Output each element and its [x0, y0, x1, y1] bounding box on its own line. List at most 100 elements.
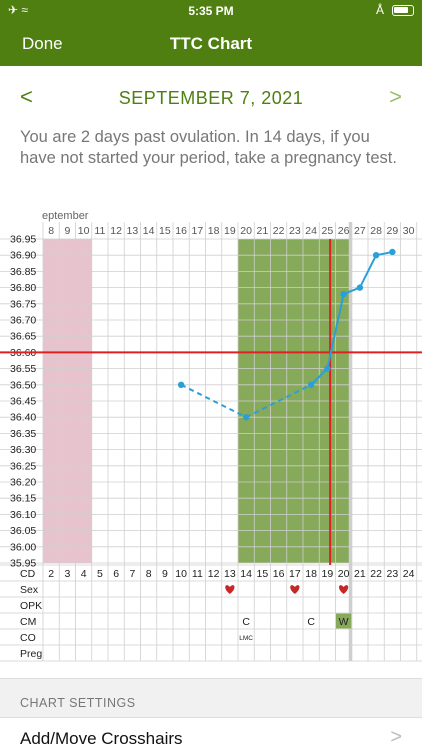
temperature-point [372, 252, 380, 259]
date-label: 29 [387, 225, 399, 237]
temperature-line-dashed [245, 383, 312, 419]
date-label: 23 [289, 225, 301, 237]
date-label: 12 [110, 225, 122, 237]
temperature-tick-label: 36.05 [10, 525, 36, 537]
date-label: 17 [192, 225, 204, 237]
navigation-bar: Done TTC Chart [0, 22, 422, 66]
temperature-point [356, 284, 364, 291]
cycle-day-label: 18 [305, 568, 317, 580]
temperature-tick-label: 36.85 [10, 266, 36, 278]
date-label: 24 [305, 225, 317, 237]
temperature-tick-label: 36.15 [10, 493, 36, 505]
cm-highlight [336, 613, 352, 629]
heart-icon [225, 585, 235, 594]
date-label: 14 [143, 225, 155, 237]
temperature-point [242, 414, 250, 421]
row-label-preg: Preg [20, 648, 42, 660]
temperature-tick-label: 35.95 [10, 558, 36, 570]
cycle-day-label: 10 [175, 568, 187, 580]
cycle-day-label: 15 [257, 568, 269, 580]
status-message: You are 2 days past ovulation. In 14 day… [20, 128, 397, 167]
status-time: 5:35 PM [188, 4, 234, 18]
status-bar: ✈ ≈ 5:35 PM Å [0, 0, 422, 22]
temperature-tick-label: 36.90 [10, 250, 36, 262]
cycle-day-label: 8 [146, 568, 152, 580]
temperature-tick-label: 36.95 [10, 234, 36, 246]
date-label: 22 [273, 225, 285, 237]
temperature-tick-label: 36.75 [10, 298, 36, 310]
cycle-day-label: 23 [387, 568, 399, 580]
row-label-cm: CM [20, 616, 36, 628]
temperature-tick-label: 36.40 [10, 412, 36, 424]
cycle-day-label: 24 [403, 568, 415, 580]
date-label: 21 [257, 225, 269, 237]
date-label: 13 [127, 225, 139, 237]
today-marker [348, 222, 353, 661]
add-move-crosshairs-row[interactable]: Add/Move Crosshairs > [0, 718, 422, 750]
temperature-point [177, 381, 185, 388]
temperature-tick-label: 36.55 [10, 363, 36, 375]
next-day-button[interactable]: > [389, 84, 402, 109]
cycle-day-label: 14 [240, 568, 252, 580]
row-label-opk: OPK [20, 600, 42, 612]
cycle-day-label: 16 [273, 568, 285, 580]
date-label: 28 [370, 225, 382, 237]
temperature-line-segment [326, 293, 345, 369]
date-label: 18 [208, 225, 220, 237]
date-label: 27 [354, 225, 366, 237]
month-label: eptember [42, 210, 89, 222]
date-label: 15 [159, 225, 171, 237]
cycle-day-label: 13 [224, 568, 236, 580]
status-right-icons: Å [376, 3, 414, 17]
temperature-tick-label: 36.20 [10, 477, 36, 489]
cycle-day-label: 9 [162, 568, 168, 580]
cycle-day-label: 7 [129, 568, 135, 580]
temperature-line-segment [358, 254, 378, 289]
temperature-tick-label: 36.25 [10, 460, 36, 472]
done-button[interactable]: Done [22, 34, 63, 53]
temperature-point [389, 248, 396, 256]
airplane-icon: ✈ ≈ [8, 3, 28, 17]
temperature-tick-label: 36.30 [10, 444, 36, 456]
date-label: 26 [338, 225, 350, 237]
date-label: 9 [64, 225, 70, 237]
add-move-crosshairs-label: Add/Move Crosshairs [20, 729, 183, 748]
cycle-day-label: 12 [208, 568, 220, 580]
row-label-co: CO [20, 632, 36, 644]
date-label: 19 [224, 225, 236, 237]
cycle-day-label: 11 [192, 568, 203, 580]
temperature-line-dashed [180, 383, 247, 419]
row-label-sex: Sex [20, 584, 39, 596]
date-label: 16 [175, 225, 187, 237]
battery-icon [392, 4, 414, 16]
temperature-tick-label: 36.70 [10, 315, 36, 327]
cycle-day-label: 17 [289, 568, 301, 580]
temperature-tick-label: 36.50 [10, 379, 36, 391]
temperature-point [324, 365, 331, 372]
cycle-day-label: 19 [322, 568, 334, 580]
row-label-cd: CD [20, 568, 36, 580]
date-label: 11 [94, 225, 105, 237]
date-navigator: < SEPTEMBER 7, 2021 > [0, 84, 422, 114]
temperature-point [340, 290, 347, 298]
cycle-day-label: 6 [113, 568, 119, 580]
cycle-day-label: 3 [64, 568, 70, 580]
chart-settings-title: CHART SETTINGS [20, 696, 136, 710]
temperature-line-segment [310, 367, 329, 386]
cycle-day-label: 21 [354, 568, 366, 580]
previous-day-button[interactable]: < [20, 84, 33, 109]
date-label: 30 [403, 225, 415, 237]
heart-icon [290, 585, 300, 594]
temperature-point [307, 381, 315, 388]
cycle-day-label: 2 [48, 568, 54, 580]
heart-icon [339, 585, 349, 594]
bluetooth-icon: Å [375, 3, 384, 17]
date-label: 10 [78, 225, 90, 237]
cm-entry: W [339, 616, 349, 628]
date-label: 25 [322, 225, 334, 237]
date-label: 20 [240, 225, 252, 237]
temperature-tick-label: 36.80 [10, 282, 36, 294]
co-entry: LMC [239, 635, 253, 642]
date-label: 8 [48, 225, 54, 237]
